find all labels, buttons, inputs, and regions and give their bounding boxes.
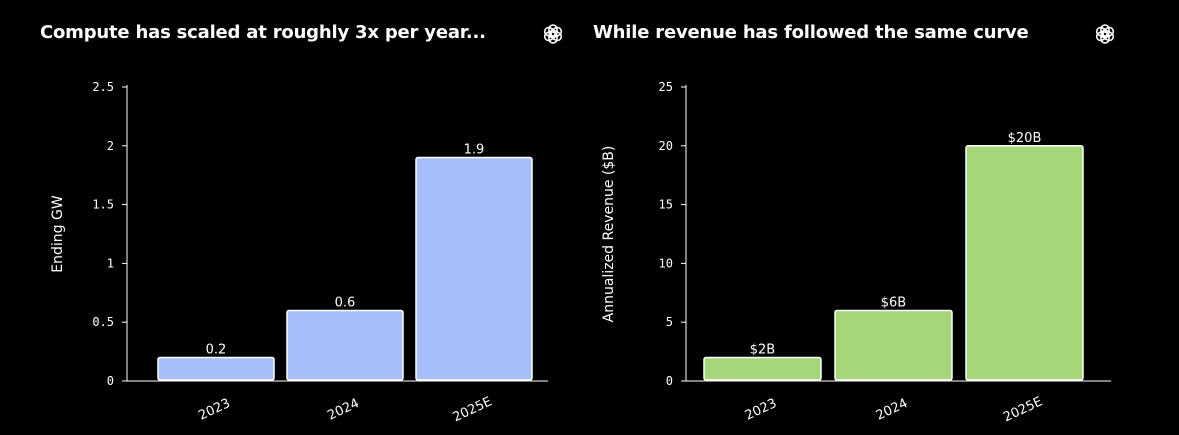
y-tick-label: 10 [659,256,673,270]
bar-2025E [415,156,533,381]
openai-logo-icon [540,21,566,47]
compute-bar-chart: 0 0.5 1 1.5 2 2.5 Ending GW 0.2 2023 0.6 2024 1.9 20… [50,80,548,425]
y-tick-label: 0.5 [92,315,114,329]
y-axis-label: Annualized Revenue ($B) [601,146,617,323]
data-label: 0.6 [335,295,356,310]
x-tick-label: 2025E [451,394,495,425]
data-label: $20B [1008,131,1042,146]
x-tick-label: 2023 [743,396,779,424]
x-tick-label: 2024 [874,396,910,424]
compute-chart-title: Compute has scaled at roughly 3x per yea… [40,22,486,43]
bar-2024 [834,309,953,381]
x-tick-label: 2025E [1001,394,1045,425]
x-tick-label: 2023 [196,396,232,424]
revenue-chart-title: While revenue has followed the same curv… [593,22,1029,43]
bar-2023 [157,356,275,381]
y-tick-label: 25 [659,80,673,94]
data-label: 0.2 [206,342,227,357]
y-tick-label: 20 [659,139,673,153]
bar-2025E [965,145,1084,381]
y-tick-label: 5 [666,315,673,329]
revenue-bar-chart: 0 5 10 15 20 25 Annualized Revenue ($B) $2B 2023… [601,80,1111,425]
openai-logo-icon [1092,21,1118,47]
y-tick-label: 1.5 [92,198,114,212]
data-label: 1.9 [464,143,485,158]
y-tick-label: 0 [666,374,673,388]
data-label: $2B [750,342,775,357]
y-tick-label: 2.5 [92,80,114,94]
bar-2023 [703,356,822,381]
y-tick-label: 15 [659,198,673,212]
x-tick-label: 2024 [325,396,361,424]
data-label: $6B [881,295,906,310]
y-axis-label: Ending GW [50,195,66,273]
y-tick-label: 0 [107,374,114,388]
y-tick-label: 2 [107,139,114,153]
y-tick-label: 1 [107,256,114,270]
bar-2024 [286,309,404,381]
